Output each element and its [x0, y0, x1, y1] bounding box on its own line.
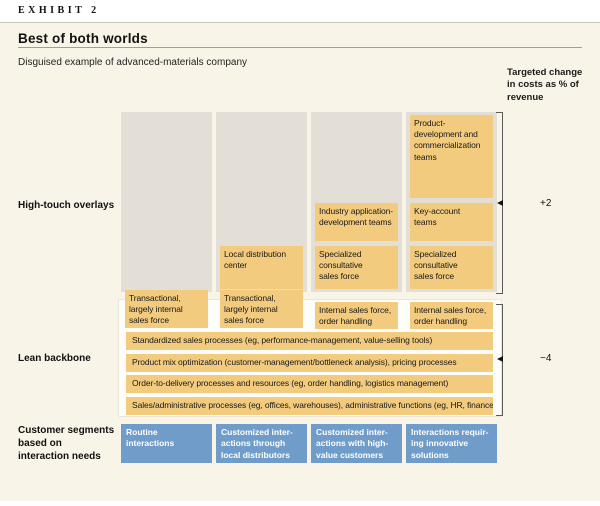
lean-bar-order-to-delivery: Order-to-delivery processes and resource…	[126, 375, 493, 393]
overlay-box-key-account: Key-account teams	[410, 203, 493, 241]
boundary-box-internal-col3: Internal sales force, order handling	[315, 302, 398, 329]
boundary-box-transactional-col1: Transactional, largely internal sales fo…	[125, 290, 208, 328]
overlay-box-local-distribution: Local distribution center	[220, 246, 303, 289]
title-divider	[18, 47, 582, 48]
exhibit-label: EXHIBIT 2	[18, 5, 100, 16]
target-value-lean-backbone: −4	[540, 353, 552, 364]
overlay-box-specialized-col3: Specialized consultative sales force	[315, 246, 398, 289]
page-title: Best of both worlds	[18, 31, 148, 46]
row-label-customer-segments: Customer segments based on interaction n…	[18, 425, 115, 462]
segment-box-innovative: Interactions requir- ing innovative solu…	[406, 424, 497, 463]
boundary-box-internal-col4: Internal sales force, order handling	[410, 302, 493, 329]
left-arrow-icon	[497, 356, 503, 362]
lean-bar-sales-administrative: Sales/administrative processes (eg, offi…	[126, 397, 493, 415]
target-value-high-touch: +2	[540, 198, 552, 209]
exhibit-subtitle: Disguised example of advanced-materials …	[18, 57, 248, 68]
lean-bar-product-mix: Product mix optimization (customer-manag…	[126, 354, 493, 372]
column-panel-1	[121, 112, 212, 292]
overlay-box-specialized-col4: Specialized consultative sales force	[410, 246, 493, 289]
overlay-box-industry-application: Industry application- development teams	[315, 203, 398, 241]
targeted-change-heading: Targeted change in costs as % of revenue	[507, 67, 583, 103]
row-label-high-touch-overlays: High-touch overlays	[18, 200, 115, 211]
overlay-box-product-development: Product- development and commercializati…	[410, 115, 493, 198]
lean-bar-standardized-sales: Standardized sales processes (eg, perfor…	[126, 332, 493, 350]
boundary-box-transactional-col2: Transactional, largely internal sales fo…	[220, 290, 303, 328]
row-label-lean-backbone: Lean backbone	[18, 353, 91, 364]
segment-box-routine: Routine interactions	[121, 424, 212, 463]
segment-box-distributors: Customized inter- actions through local …	[216, 424, 307, 463]
segment-box-high-value: Customized inter- actions with high- val…	[311, 424, 402, 463]
left-arrow-icon	[497, 200, 503, 206]
